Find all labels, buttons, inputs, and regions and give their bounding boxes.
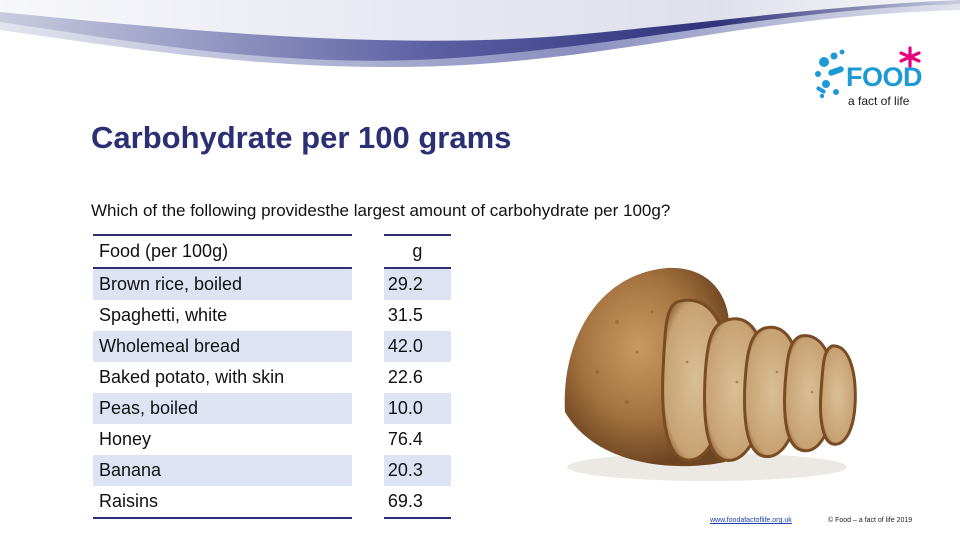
- table-row: Honey 76.4: [93, 424, 451, 455]
- header-food: Food (per 100g): [93, 234, 352, 269]
- food-name: Wholemeal bread: [93, 331, 352, 362]
- food-name: Brown rice, boiled: [93, 268, 352, 300]
- table-row: Banana 20.3: [93, 455, 451, 486]
- food-name: Peas, boiled: [93, 393, 352, 424]
- logo-tagline: a fact of life: [848, 94, 910, 108]
- carbohydrate-table: Food (per 100g) g Brown rice, boiled 29.…: [93, 234, 451, 519]
- table-row: Baked potato, with skin 22.6: [93, 362, 451, 393]
- carb-value: 31.5: [387, 305, 423, 325]
- carb-value: 10.0: [383, 393, 451, 424]
- table-header-row: Food (per 100g) g: [93, 234, 451, 269]
- slide-title: Carbohydrate per 100 grams: [91, 120, 512, 155]
- carb-value: 29.2: [383, 268, 451, 300]
- food-a-fact-of-life-logo: FOOD a fact of life: [812, 44, 930, 116]
- food-name: Raisins: [93, 486, 352, 519]
- food-name: Baked potato, with skin: [99, 367, 285, 387]
- carb-value: 22.6: [387, 367, 423, 387]
- table-row: Brown rice, boiled 29.2: [93, 268, 451, 300]
- logo-word: FOOD: [846, 62, 923, 92]
- header-grams: g: [383, 234, 451, 269]
- table-row: Wholemeal bread 42.0: [93, 331, 451, 362]
- header-swoosh: [0, 0, 960, 68]
- table-row: Raisins 69.3: [93, 486, 451, 519]
- carb-value: 69.3: [383, 486, 451, 519]
- food-name: Spaghetti, white: [99, 305, 228, 325]
- carb-value: 20.3: [383, 455, 451, 486]
- question-text: Which of the following providesthe large…: [91, 201, 671, 220]
- carb-value: 76.4: [387, 429, 423, 449]
- bread-photo: [557, 262, 857, 487]
- logo-splash-icon: [815, 46, 921, 99]
- table-row: Peas, boiled 10.0: [93, 393, 451, 424]
- food-name: Banana: [93, 455, 352, 486]
- table-row: Spaghetti, white 31.5: [93, 300, 451, 331]
- footer-copyright: © Food – a fact of life 2019: [828, 517, 913, 524]
- food-name: Honey: [99, 429, 152, 449]
- carb-value: 42.0: [383, 331, 451, 362]
- footer-website-link[interactable]: www.foodafactoflife.org.uk: [710, 517, 792, 524]
